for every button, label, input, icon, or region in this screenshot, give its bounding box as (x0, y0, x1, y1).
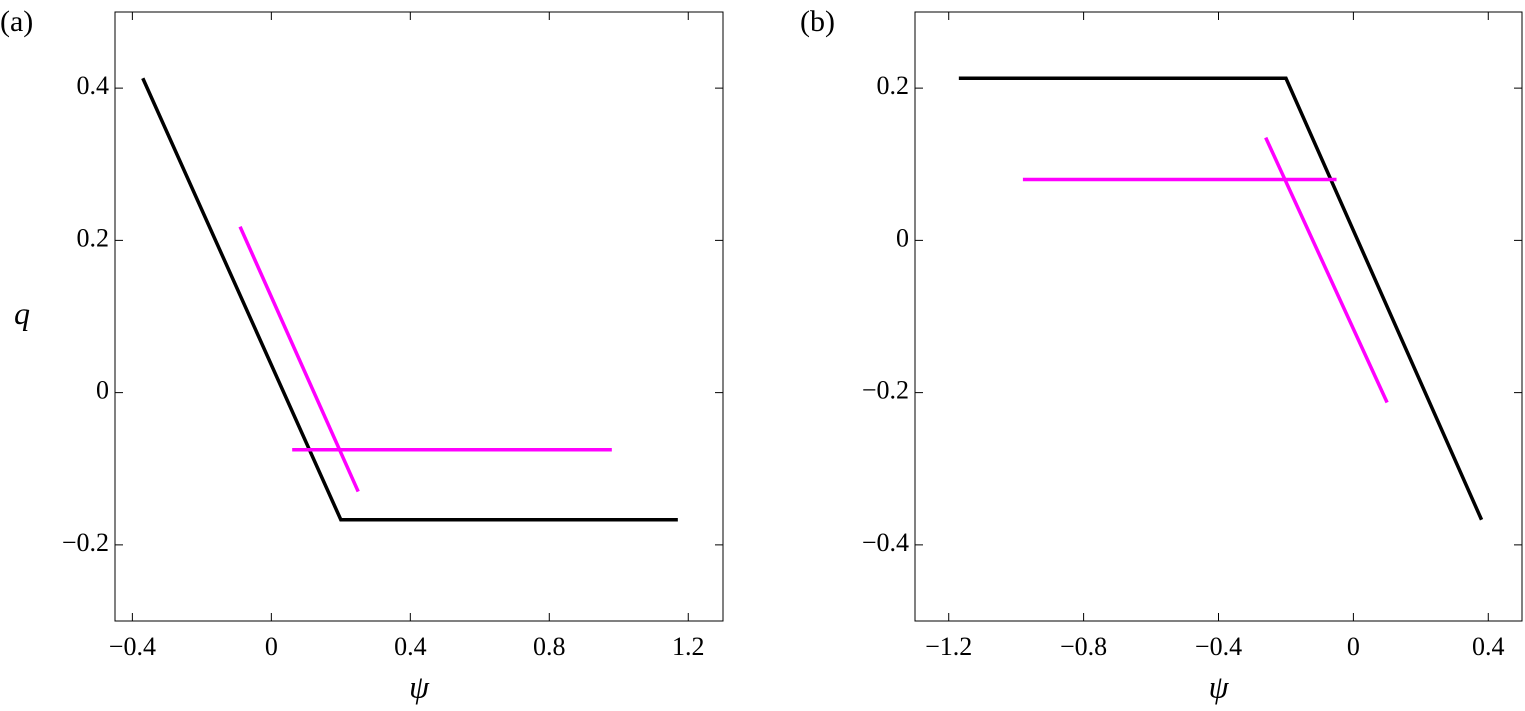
y-tick-label: −0.2 (862, 376, 909, 405)
x-tick-label: −0.8 (1060, 632, 1107, 661)
x-tick-label: −1.2 (925, 632, 972, 661)
x-tick-label: 0.4 (1472, 632, 1505, 661)
y-tick-label: 0 (896, 223, 909, 252)
data-line (238, 225, 360, 493)
x-axis-label: ψ (1209, 668, 1230, 704)
plot-frame (914, 11, 1523, 622)
x-tick-label: −0.4 (109, 632, 156, 661)
y-tick-label: 0.4 (77, 71, 110, 100)
data-line (1264, 136, 1389, 404)
x-tick-label: 0 (265, 632, 278, 661)
x-axis-label: ψ (409, 668, 430, 704)
data-line (141, 77, 678, 522)
panel-label: (a) (0, 5, 33, 38)
plot-frame (114, 11, 724, 622)
data-line (958, 76, 1484, 521)
x-tick-label: −0.4 (1195, 632, 1242, 661)
x-tick-label: 1.2 (672, 632, 705, 661)
y-tick-label: −0.4 (862, 528, 909, 557)
x-tick-label: 0.4 (394, 632, 427, 661)
panel-label: (b) (800, 5, 835, 38)
x-tick-label: 0.8 (533, 632, 566, 661)
x-tick-label: 0 (1347, 632, 1360, 661)
y-tick-label: 0.2 (877, 71, 910, 100)
y-tick-label: 0 (96, 376, 109, 405)
y-axis-label: q (14, 295, 30, 331)
y-tick-label: 0.2 (77, 223, 110, 252)
y-tick-label: −0.2 (62, 528, 109, 557)
